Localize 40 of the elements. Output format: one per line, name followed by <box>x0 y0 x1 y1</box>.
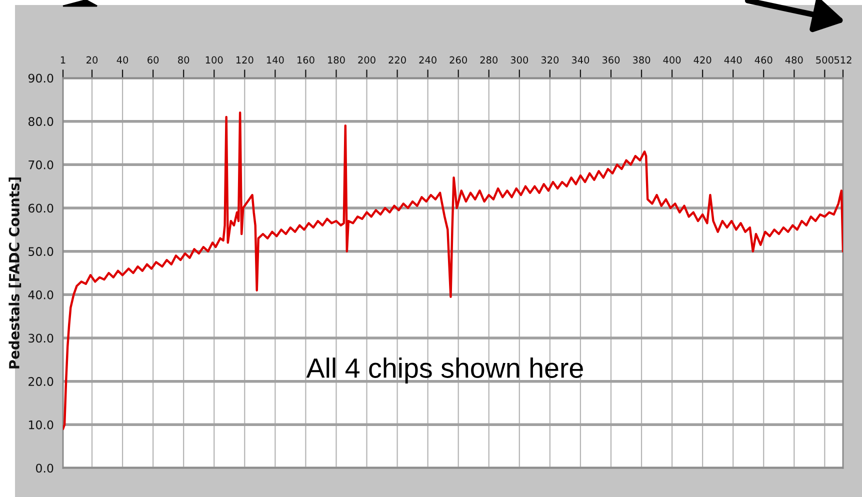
x-tick-label: 100 <box>206 56 223 64</box>
x-tick-label: 80 <box>178 56 190 64</box>
x-tick-label: 240 <box>419 56 436 64</box>
x-tick-label: 160 <box>297 56 314 64</box>
y-tick-label: 50.0 <box>28 247 54 256</box>
y-axis-title: Pedestals [FADC Counts] <box>8 177 22 368</box>
x-tick-label: 480 <box>785 56 803 64</box>
x-tick-label: 460 <box>754 56 772 64</box>
x-tick-label: 512 <box>834 56 852 64</box>
x-tick-label: 200 <box>358 56 376 64</box>
line-series <box>63 112 843 430</box>
y-tick-label: 70.0 <box>28 160 54 170</box>
y-tick-label: 90.0 <box>28 74 54 83</box>
x-tick-label: 400 <box>663 56 681 64</box>
x-tick-label: 320 <box>541 56 559 64</box>
x-tick-label: 340 <box>572 56 590 64</box>
y-tick-label: 30.0 <box>28 334 54 343</box>
x-tick-label: 260 <box>450 56 467 64</box>
x-tick-label: 140 <box>266 56 284 64</box>
y-tick-label: 40.0 <box>28 290 54 300</box>
x-tick-label: 300 <box>510 56 528 64</box>
x-tick-label: 120 <box>236 56 254 64</box>
x-tick-label: 420 <box>694 56 712 64</box>
x-tick-label: 180 <box>328 56 345 64</box>
x-tick-label: 360 <box>602 56 620 64</box>
x-tick-label: 60 <box>148 56 159 64</box>
y-tick-label: 80.0 <box>28 117 54 126</box>
x-tick-label: 220 <box>388 56 406 64</box>
x-tick-label: 20 <box>86 56 98 64</box>
x-tick-label: 1 <box>60 56 66 64</box>
y-tick-label: 10.0 <box>28 420 54 430</box>
x-tick-label: 280 <box>480 56 498 64</box>
x-tick-label: 500 <box>816 56 834 64</box>
annotation: All 4 chips shown here <box>306 358 583 384</box>
y-tick-label: 0.0 <box>36 464 54 473</box>
x-tick-label: 440 <box>724 56 742 64</box>
x-tick-label: 380 <box>632 56 650 64</box>
y-tick-label: 20.0 <box>28 377 54 386</box>
y-tick-label: 60.0 <box>28 204 54 213</box>
x-tick-label: 40 <box>116 56 128 64</box>
